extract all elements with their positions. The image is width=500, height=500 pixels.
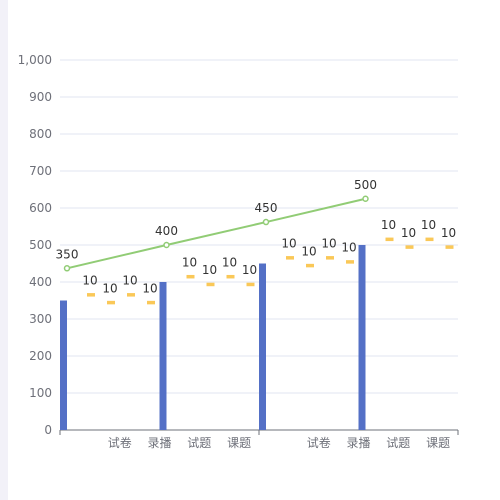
y-tick-label: 600 (29, 201, 52, 215)
x-tick-label: 试卷 (108, 435, 132, 450)
bar-series (60, 245, 366, 430)
y-tick-label: 0 (44, 423, 52, 437)
y-tick-label: 100 (29, 386, 52, 400)
marker-value-label: 10 (202, 263, 217, 277)
marker (107, 300, 115, 305)
marker-value-label: 10 (222, 255, 237, 269)
marker-value-label: 10 (102, 281, 117, 295)
marker-value-label: 10 (381, 218, 396, 232)
trend-point (163, 241, 170, 249)
y-tick-label: 300 (29, 312, 52, 326)
marker-value-label: 10 (401, 226, 416, 240)
marker (346, 260, 354, 264)
marker-value-label: 10 (301, 244, 316, 258)
marker-value-label: 10 (341, 241, 356, 255)
y-tick-label: 500 (29, 238, 52, 252)
y-tick-label: 700 (29, 164, 52, 178)
marker-value-label: 10 (142, 281, 157, 295)
marker (226, 274, 235, 279)
trend-line (66, 197, 366, 270)
bar-value-label: 400 (155, 224, 178, 238)
line-series (63, 195, 369, 272)
y-tick-label: 1,000 (18, 53, 52, 67)
bar-value-label: 350 (56, 247, 79, 261)
y-tick-label: 800 (29, 127, 52, 141)
x-tick-label: 试卷 (307, 435, 331, 450)
trend-point (63, 265, 71, 272)
marker (147, 300, 155, 305)
y-axis-ticks: 0 100 200 300 400 500 600 700 800 900 1,000 (18, 53, 52, 437)
marker (206, 282, 215, 287)
y-tick-label: 900 (29, 90, 52, 104)
marker (246, 282, 255, 287)
marker-value-label: 10 (82, 274, 97, 288)
x-tick-label: 录播 (346, 436, 370, 450)
x-tick-label: 录播 (147, 436, 171, 450)
marker-value-label: 10 (242, 263, 257, 277)
marker-series (87, 237, 454, 305)
bar-value-label: 450 (255, 201, 278, 215)
marker (186, 274, 195, 279)
x-axis: 试卷 录播 试题 课题 试卷 录播 试题 课题 (59, 429, 459, 450)
y-tick-label: 400 (29, 275, 52, 289)
marker-value-label: 10 (182, 255, 197, 269)
marker (425, 237, 434, 242)
x-tick-label: 课题 (227, 436, 251, 450)
marker (326, 256, 334, 260)
marker-value-label: 10 (122, 274, 137, 288)
marker (405, 245, 414, 249)
bar (60, 300, 67, 430)
y-tick-label: 200 (29, 349, 52, 363)
x-tick-label: 课题 (426, 436, 450, 450)
trend-point (262, 218, 270, 226)
marker-value-label: 10 (441, 226, 456, 240)
bar-value-label: 500 (354, 178, 377, 192)
marker (127, 293, 135, 297)
marker (306, 263, 314, 268)
bar (358, 245, 366, 430)
marker (87, 293, 95, 297)
marker-value-label: 10 (421, 218, 436, 232)
marker (445, 245, 454, 249)
x-tick-label: 试题 (386, 435, 410, 450)
grid-lines (60, 59, 458, 394)
x-tick-label: 试题 (187, 435, 211, 450)
marker (286, 256, 294, 260)
bar (259, 263, 266, 430)
marker-value-label: 10 (321, 237, 336, 251)
trend-point (362, 195, 369, 202)
left-edge-strip (0, 0, 8, 500)
marker (385, 237, 394, 242)
marker-value-label: 10 (281, 237, 296, 251)
bar (159, 282, 167, 430)
